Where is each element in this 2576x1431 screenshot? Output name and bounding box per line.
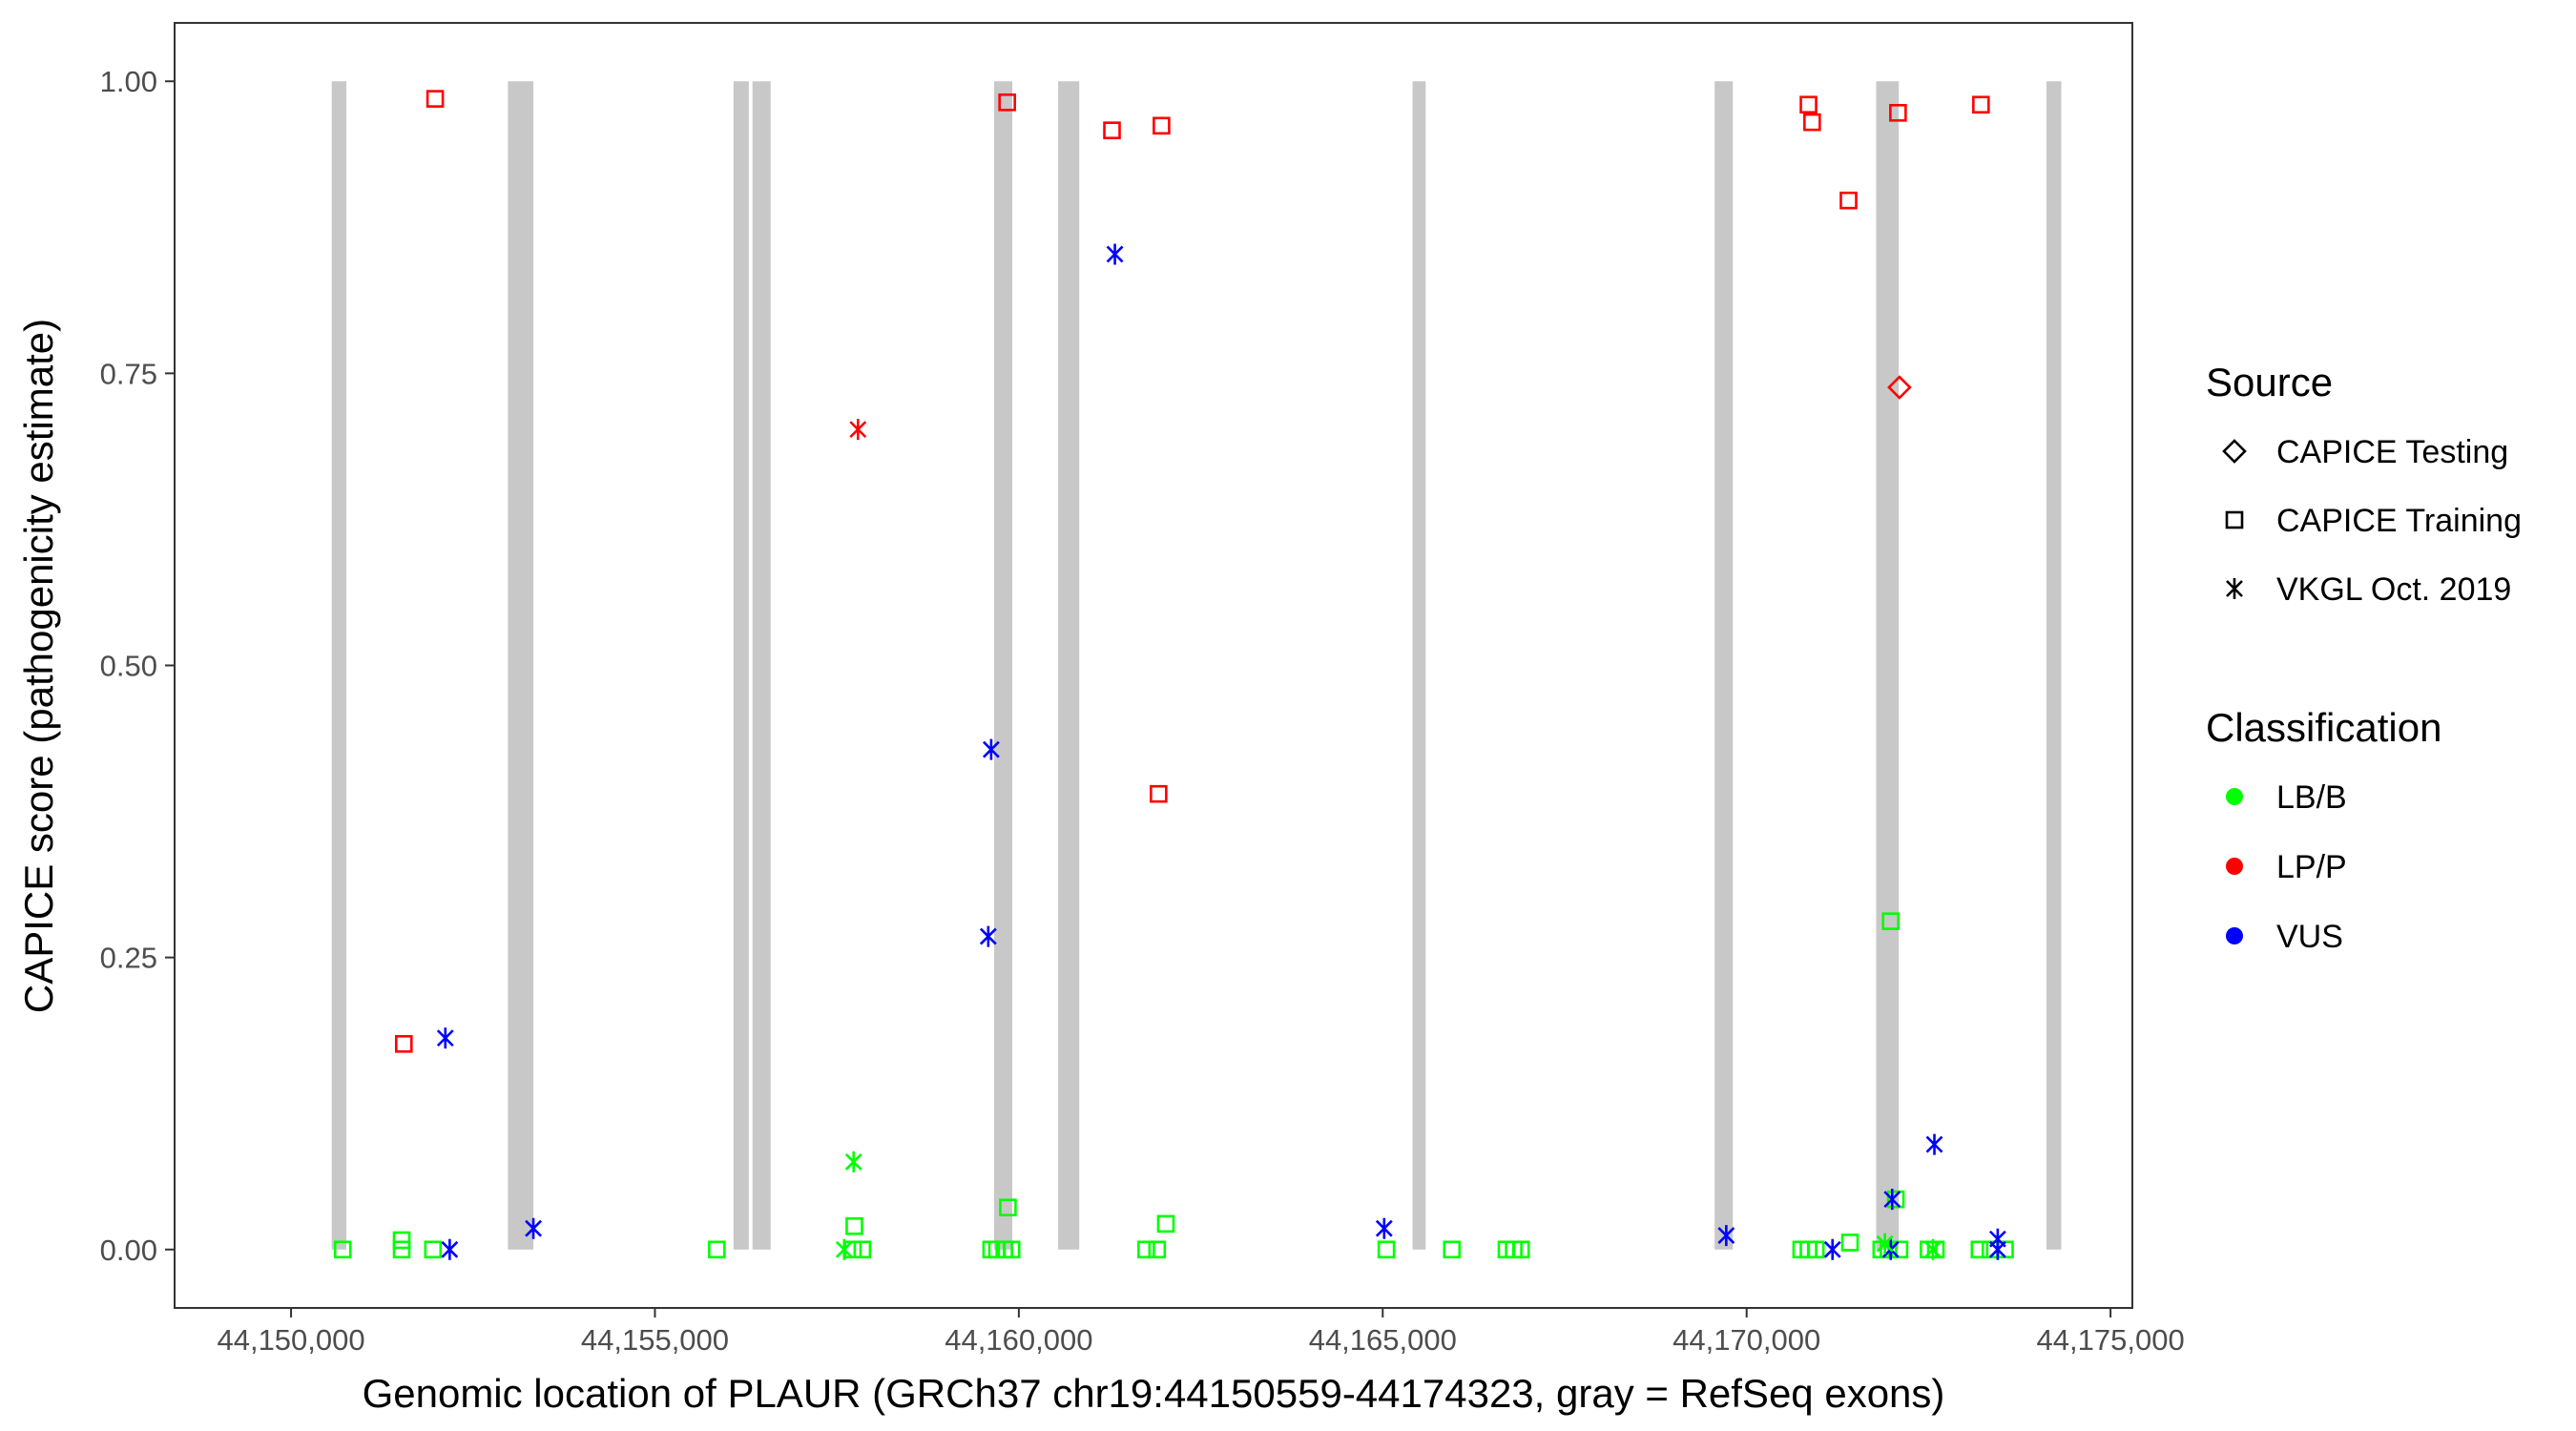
data-point bbox=[1150, 784, 1168, 803]
data-point bbox=[1880, 1240, 1898, 1259]
data-point bbox=[424, 1240, 443, 1259]
exon-band bbox=[1876, 81, 1900, 1250]
data-point bbox=[1511, 1240, 1530, 1259]
legend-label: LB/B bbox=[2276, 779, 2347, 816]
data-point bbox=[1981, 1240, 2000, 1259]
data-point bbox=[1823, 1238, 1841, 1260]
exon-band bbox=[752, 81, 771, 1250]
data-point bbox=[1924, 1238, 1942, 1260]
data-point bbox=[1106, 243, 1124, 265]
data-point bbox=[426, 90, 445, 108]
legend-source-items: CAPICE Testing CAPICE Training VKGL Oct. 2… bbox=[2222, 434, 2522, 608]
data-point bbox=[999, 1198, 1017, 1216]
data-point bbox=[1002, 1240, 1021, 1259]
data-points bbox=[333, 90, 2014, 1260]
y-tick-label: 0.00 bbox=[100, 1234, 157, 1267]
data-point bbox=[1926, 1240, 1945, 1259]
data-point bbox=[708, 1240, 726, 1259]
data-point bbox=[1156, 1214, 1175, 1234]
legend-key-square bbox=[2225, 510, 2244, 529]
exon-bands bbox=[331, 81, 2062, 1250]
legend-title-source: Source bbox=[2206, 360, 2333, 404]
data-point bbox=[394, 1034, 413, 1053]
x-axis-title: Genomic location of PLAUR (GRCh37 chr19:… bbox=[363, 1371, 1945, 1416]
exon-band bbox=[993, 81, 1013, 1250]
exon-band bbox=[508, 81, 534, 1250]
y-tick-label: 1.00 bbox=[100, 65, 157, 98]
data-point bbox=[844, 1151, 862, 1172]
data-point bbox=[1806, 1240, 1825, 1259]
data-point bbox=[1883, 1189, 1901, 1211]
data-point bbox=[1889, 103, 1907, 122]
y-axis-title: CAPICE score (pathogenicity estimate) bbox=[16, 319, 61, 1013]
data-point bbox=[1153, 116, 1171, 135]
legend-key-asterisk bbox=[2226, 578, 2243, 599]
data-point bbox=[1988, 1238, 2006, 1260]
y-tick-label: 0.25 bbox=[100, 942, 157, 975]
exon-band bbox=[331, 81, 346, 1250]
data-point bbox=[392, 1231, 411, 1250]
data-point bbox=[1970, 1240, 1989, 1259]
data-point bbox=[436, 1027, 454, 1049]
data-point bbox=[1443, 1240, 1462, 1259]
legend-label: VKGL Oct. 2019 bbox=[2276, 571, 2511, 608]
plot-panel-border bbox=[174, 22, 2133, 1309]
data-point bbox=[525, 1217, 542, 1239]
legend-label: LP/P bbox=[2276, 849, 2347, 885]
data-point bbox=[1103, 121, 1121, 139]
data-point bbox=[333, 1240, 352, 1259]
exon-band bbox=[1058, 81, 1080, 1250]
legend-key-dot bbox=[2226, 788, 2243, 805]
x-tick-label: 44,165,000 bbox=[1309, 1323, 1457, 1357]
data-point bbox=[853, 1240, 872, 1259]
legend-key-dot bbox=[2226, 858, 2243, 875]
legend-label: CAPICE Training bbox=[2276, 503, 2522, 539]
data-point bbox=[1148, 1240, 1167, 1259]
legend-key-dot bbox=[2226, 927, 2243, 944]
data-point bbox=[1840, 1234, 1859, 1252]
legend-label: VUS bbox=[2276, 919, 2343, 955]
data-point bbox=[843, 1240, 862, 1259]
data-point bbox=[1717, 1225, 1735, 1247]
exon-band bbox=[2046, 81, 2062, 1250]
data-point bbox=[1839, 191, 1858, 210]
data-point bbox=[1996, 1240, 2014, 1259]
exon-band bbox=[1412, 81, 1426, 1250]
legend-class-items: LB/B LP/P VUS bbox=[2226, 779, 2347, 955]
y-tick-label: 0.50 bbox=[100, 650, 157, 683]
data-point bbox=[1972, 95, 1990, 114]
x-tick-label: 44,175,000 bbox=[2037, 1323, 2185, 1357]
data-point bbox=[441, 1238, 459, 1260]
data-point bbox=[835, 1238, 853, 1260]
data-point bbox=[1886, 1190, 1905, 1209]
data-point bbox=[849, 419, 867, 441]
data-point bbox=[1375, 1217, 1393, 1239]
y-tick-label: 0.75 bbox=[100, 357, 157, 390]
data-point bbox=[1137, 1240, 1155, 1259]
legend-title-classification: Classification bbox=[2206, 705, 2441, 750]
exon-band bbox=[1714, 81, 1734, 1250]
data-point bbox=[1803, 113, 1821, 132]
x-tick-label: 44,160,000 bbox=[945, 1323, 1092, 1357]
axes: 0.00 0.25 0.50 0.75 1.00 44,150,000 44,155,000… bbox=[100, 65, 2185, 1357]
data-point bbox=[1925, 1133, 1943, 1155]
legend-label: CAPICE Testing bbox=[2276, 434, 2508, 470]
data-point bbox=[1887, 375, 1912, 400]
data-point bbox=[998, 93, 1016, 112]
data-point bbox=[1377, 1240, 1396, 1259]
data-point bbox=[392, 1240, 411, 1259]
data-point bbox=[1876, 1233, 1894, 1255]
data-point bbox=[845, 1216, 863, 1235]
x-tick-label: 44,155,000 bbox=[581, 1323, 729, 1357]
legend-key-diamond bbox=[2222, 439, 2247, 464]
exon-band bbox=[733, 81, 749, 1250]
x-tick-label: 44,170,000 bbox=[1672, 1323, 1820, 1357]
data-point bbox=[1799, 95, 1818, 114]
x-tick-label: 44,150,000 bbox=[217, 1323, 364, 1357]
legend: Source CAPICE Testing CAPICE Training VKGL… bbox=[2206, 360, 2522, 955]
data-point bbox=[982, 738, 1000, 760]
data-point bbox=[1881, 912, 1901, 930]
data-point bbox=[979, 925, 997, 947]
